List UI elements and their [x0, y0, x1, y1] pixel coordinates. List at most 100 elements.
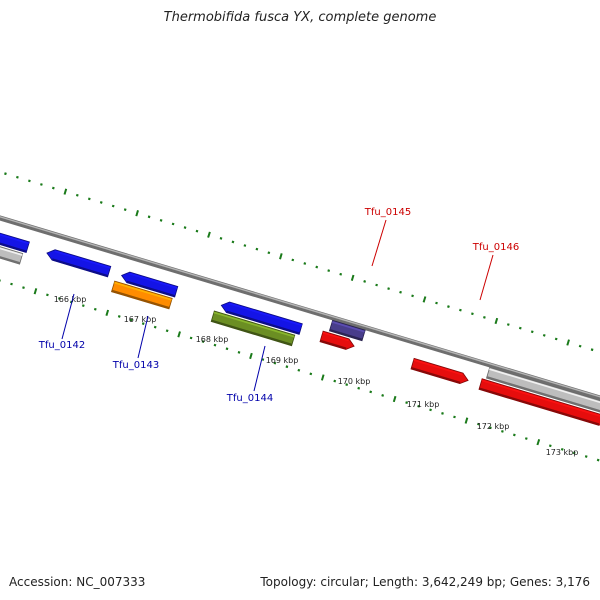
gene-feature-tfu-0142 — [46, 249, 112, 278]
scale-label: 170 kbp — [338, 377, 371, 386]
scale-label: 166 kbp — [54, 295, 87, 304]
minor-tick — [447, 305, 450, 309]
gene-feature-tfu-0145 — [328, 319, 366, 342]
minor-tick — [578, 344, 582, 348]
genome-backbone-highlight — [0, 216, 600, 398]
minor-tick — [51, 186, 55, 190]
minor-tick — [171, 222, 175, 226]
minor-tick — [477, 422, 480, 426]
major-tick — [536, 438, 541, 446]
minor-tick — [345, 383, 349, 387]
minor-tick — [213, 343, 217, 347]
gene-label: Tfu_0143 — [112, 360, 159, 371]
minor-tick — [554, 337, 558, 341]
minor-tick — [453, 415, 456, 419]
genome-summary-text: Topology: circular; Length: 3,642,249 bp… — [260, 575, 590, 589]
major-tick — [464, 417, 469, 424]
gene-feature-red-small — [319, 330, 355, 350]
major-tick — [33, 288, 38, 295]
major-tick — [135, 210, 139, 217]
minor-tick — [596, 458, 600, 462]
gene-feature-tfu-0143 — [120, 271, 179, 298]
minor-tick — [572, 451, 576, 455]
minor-tick — [369, 390, 373, 394]
minor-tick — [530, 330, 534, 334]
gene-feature-gray-right — [486, 367, 600, 413]
major-tick — [279, 253, 283, 260]
minor-tick — [111, 204, 115, 208]
minor-tick — [93, 307, 97, 311]
minor-tick — [231, 240, 235, 244]
minor-tick — [506, 323, 510, 326]
minor-tick — [153, 325, 157, 329]
minor-tick — [183, 226, 187, 229]
minor-tick — [501, 429, 504, 433]
minor-tick — [58, 297, 61, 300]
gene-label-leader — [61, 293, 75, 340]
gene-label-leader — [479, 254, 494, 301]
minor-tick — [405, 401, 408, 405]
minor-tick — [87, 197, 91, 201]
gene-feature-olive — [210, 310, 296, 347]
minor-tick — [16, 175, 19, 179]
minor-tick — [273, 361, 277, 365]
gene-label: Tfu_0142 — [38, 340, 85, 351]
minor-tick — [333, 379, 337, 383]
minor-tick — [590, 348, 594, 352]
major-tick — [422, 296, 427, 303]
minor-tick — [560, 447, 564, 451]
minor-tick — [518, 326, 522, 330]
genome-backbone — [0, 215, 600, 401]
minor-tick — [309, 372, 313, 376]
outer-tick-ring — [4, 172, 594, 352]
minor-tick — [548, 444, 552, 448]
minor-tick — [22, 286, 25, 290]
minor-tick — [435, 301, 438, 305]
major-tick — [105, 309, 110, 316]
minor-tick — [339, 272, 343, 276]
minor-tick — [399, 290, 402, 294]
minor-tick — [375, 283, 378, 287]
minor-tick — [315, 265, 319, 269]
scale-label: 171 kbp — [407, 400, 440, 409]
minor-tick — [291, 258, 295, 262]
minor-tick — [381, 394, 385, 397]
major-tick — [249, 352, 253, 360]
accession-text: Accession: NC_007333 — [9, 575, 146, 589]
major-tick — [392, 395, 397, 403]
gene-label-leader — [371, 219, 387, 267]
minor-tick — [147, 215, 151, 219]
minor-tick — [237, 350, 241, 354]
gene-feature-orange — [111, 280, 173, 310]
minor-tick — [165, 329, 169, 333]
minor-tick — [123, 208, 127, 212]
minor-tick — [297, 368, 301, 372]
minor-tick — [4, 172, 7, 176]
major-tick — [566, 339, 570, 346]
minor-tick — [429, 408, 432, 412]
major-tick — [350, 274, 355, 281]
minor-tick — [512, 433, 516, 437]
gene-feature-red-right — [478, 378, 600, 426]
minor-tick — [219, 236, 223, 240]
scale-label: 169 kbp — [266, 356, 299, 365]
minor-tick — [225, 347, 229, 351]
minor-tick — [489, 426, 492, 430]
gene-feature-tfu-0141 — [0, 232, 30, 253]
minor-tick — [243, 244, 247, 247]
major-tick — [63, 188, 68, 195]
minor-tick — [28, 179, 31, 183]
gene-label: Tfu_0144 — [226, 393, 273, 404]
minor-tick — [542, 333, 546, 337]
minor-tick — [75, 193, 79, 197]
minor-tick — [46, 293, 49, 297]
minor-tick — [99, 201, 103, 204]
minor-tick — [441, 412, 444, 415]
scale-label: 167 kbp — [124, 315, 157, 324]
minor-tick — [357, 386, 361, 390]
minor-tick — [189, 336, 193, 340]
scale-label: 173 kbp — [546, 448, 579, 457]
minor-tick — [81, 304, 85, 308]
major-tick — [320, 374, 325, 381]
